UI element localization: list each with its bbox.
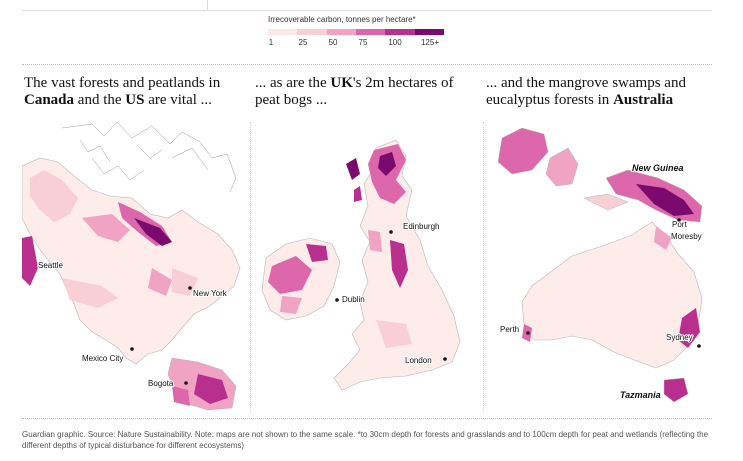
label-london: London <box>405 356 432 365</box>
headline-text: The vast forests and peatlands in <box>24 75 221 91</box>
headline-text: ... as are the <box>255 75 331 91</box>
label-perth: Perth <box>500 325 519 334</box>
label-moresby: Moresby <box>671 232 702 241</box>
label-seattle: Seattle <box>38 261 63 270</box>
legend-label: 125+ <box>420 38 440 47</box>
map-uk: Edinburgh Dublin London <box>256 120 478 414</box>
label-sydney: Sydney <box>666 333 693 342</box>
legend-swatch-125 <box>414 29 444 35</box>
label-tazmania: Tazmania <box>620 390 661 400</box>
headline-text: and the <box>74 92 126 108</box>
legend-title: Irrecoverable carbon, tonnes per hectare… <box>268 15 416 24</box>
legend-swatch-75 <box>355 29 386 35</box>
footnote: Guardian graphic. Source: Nature Sustain… <box>22 430 709 450</box>
top-tick <box>207 0 208 10</box>
legend-swatch-100 <box>385 29 415 35</box>
legend-label: 50 <box>328 38 338 47</box>
label-new-guinea: New Guinea <box>632 163 684 173</box>
separator <box>22 64 712 65</box>
separator <box>22 418 712 419</box>
panel-divider <box>483 122 484 412</box>
legend-swatch-25 <box>297 29 327 35</box>
headline-text: US <box>125 92 145 108</box>
legend-label: 100 <box>388 38 402 47</box>
label-mexico-city: Mexico City <box>82 354 123 363</box>
legend-label: 75 <box>358 38 368 47</box>
top-rule <box>22 10 712 11</box>
headline-north-america: The vast forests and peatlands in Canada… <box>24 75 244 109</box>
panel-divider <box>250 122 251 412</box>
legend-swatch-50 <box>326 29 356 35</box>
headline-text: are vital ... <box>144 92 212 108</box>
legend: Irrecoverable carbon, tonnes per hectare… <box>268 15 458 50</box>
headline-text: ... and the mangrove swamps and eucalypt… <box>486 75 686 108</box>
label-bogota: Bogota <box>148 379 174 388</box>
headline-text: UK <box>330 75 353 91</box>
legend-labels: 1 25 50 75 100 125+ <box>268 38 458 50</box>
legend-color-bar <box>268 29 444 35</box>
headline-australia: ... and the mangrove swamps and eucalypt… <box>486 75 711 109</box>
headline-text: Canada <box>24 92 75 108</box>
label-new-york: New York <box>193 289 228 298</box>
label-port: Port <box>672 220 687 229</box>
headline-text: Australia <box>613 92 674 108</box>
label-dublin: Dublin <box>342 295 365 304</box>
headline-uk: ... as are the UK's 2m hectares of peat … <box>255 75 455 109</box>
legend-label: 25 <box>298 38 308 47</box>
label-edinburgh: Edinburgh <box>403 222 439 231</box>
map-australia: New Guinea Port Moresby Perth Sydney Taz… <box>488 118 714 414</box>
headline-text: 's 2m hectares of peat bogs ... <box>255 75 454 108</box>
map-north-america: Seattle New York Mexico City Bogota <box>22 118 248 414</box>
legend-swatch-1 <box>268 29 298 35</box>
legend-label: 1 <box>268 38 274 47</box>
